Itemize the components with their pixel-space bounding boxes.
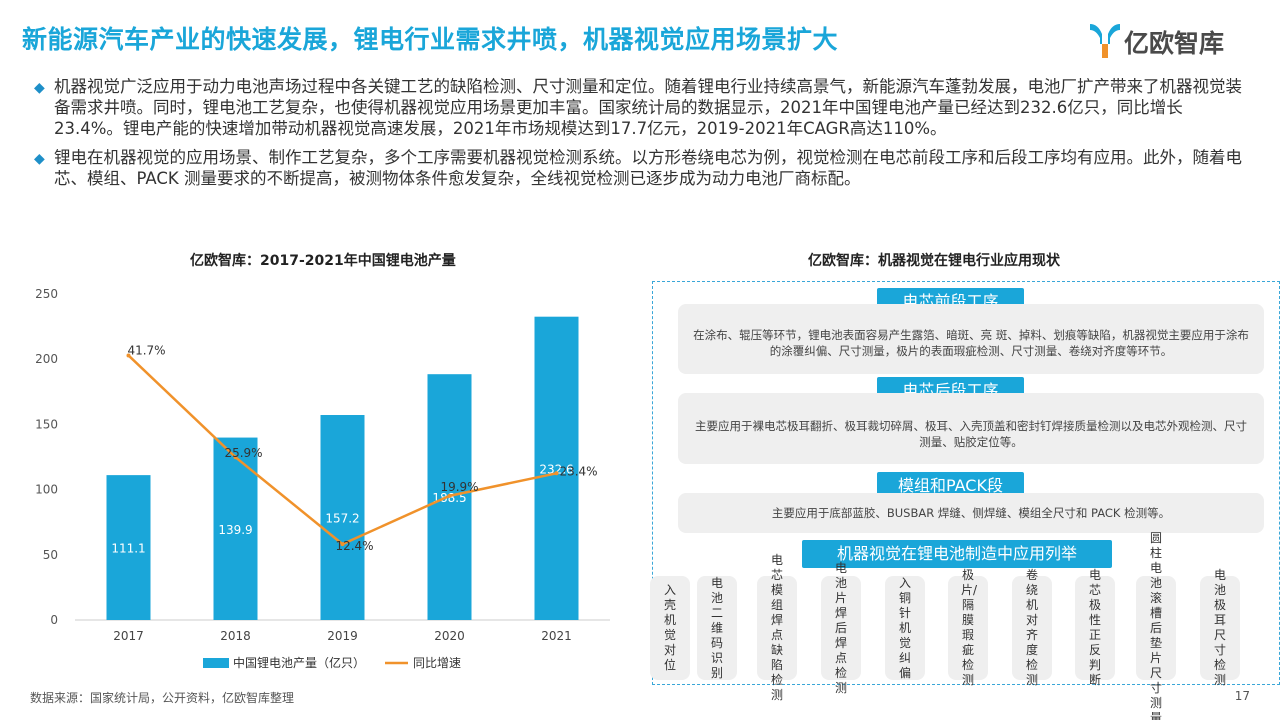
x-tick-label: 2018 [220,629,251,643]
page-number: 17 [1234,689,1250,703]
x-tick-label: 2019 [327,629,358,643]
app-card: 电芯模组焊点缺陷检测 [757,553,797,702]
y-tick-label: 150 [35,417,58,431]
x-tick-label: 2020 [434,629,465,643]
growth-label: 19.9% [440,480,478,494]
growth-label: 23.4% [559,464,597,478]
right-chart-title: 亿欧智库：机器视觉在锂电行业应用现状 [808,253,1060,269]
app-card: 电池二维码识别 [697,576,737,680]
stage-text-back: 主要应用于裸电芯极耳翻折、极耳裁切碎屑、极耳、入壳顶盖和密封钉焊接质量检测以及电… [695,418,1247,449]
logo-text: 亿欧智库 [1124,29,1225,58]
x-tick-label: 2017 [113,629,144,643]
bar [320,415,365,620]
data-source: 数据来源：国家统计局，公开资料，亿欧智库整理 [30,691,295,705]
app-card: 电池片焊后焊点检测 [821,561,861,695]
app-card: 圆柱电池滚槽后垫片尺寸测量 [1136,531,1176,720]
y-tick-label: 100 [35,483,58,497]
legend-bar-swatch [203,658,229,668]
battery-output-chart: 050100150200250111.1139.9157.2188.5232.6… [35,287,610,670]
bar [534,316,579,620]
diamond-bullet-icon: ◆ [34,80,45,96]
left-chart-title: 亿欧智库：2017-2021年中国锂电池产量 [190,253,456,269]
legend-line-label: 同比增速 [413,656,461,670]
growth-point [340,542,345,547]
growth-point [554,471,559,476]
bullet-text: 机器视觉广泛应用于动力电池声场过程中各关键工艺的缺陷检测、尺寸测量和定位。随着锂… [54,77,1242,138]
bullet-list: ◆ 机器视觉广泛应用于动力电池声场过程中各关键工艺的缺陷检测、尺寸测量和定位。随… [34,76,1249,197]
app-card: 入壳机觉对位 [650,576,690,680]
bar-value-label: 139.9 [218,523,252,537]
apps-title: 机器视觉在锂电池制造中应用列举 [802,540,1112,568]
page-title: 新能源汽车产业的快速发展，锂电行业需求井喷，机器视觉应用场景扩大 [22,25,839,54]
bar [106,475,151,620]
y-tick-label: 200 [35,352,58,366]
bar-value-label: 157.2 [325,512,359,526]
growth-point [126,353,131,358]
y-tick-label: 250 [35,287,58,301]
stage-box-pack: 主要应用于底部蓝胶、BUSBAR 焊缝、侧焊缝、模组全尺寸和 PACK 检测等。 [678,493,1264,533]
stage-text-pack: 主要应用于底部蓝胶、BUSBAR 焊缝、侧焊缝、模组全尺寸和 PACK 检测等。 [771,506,1171,520]
logo-mark-icon [1090,24,1120,58]
diamond-bullet-icon: ◆ [34,151,45,167]
y-tick-label: 0 [50,613,58,627]
x-tick-label: 2021 [541,629,572,643]
app-card: 电池极耳尺寸检测 [1200,568,1240,687]
app-card: 极片/隔膜瑕疵检测 [948,568,988,687]
stage-box-back: 主要应用于裸电芯极耳翻折、极耳裁切碎屑、极耳、入壳顶盖和密封钉焊接质量检测以及电… [678,393,1264,464]
growth-point [233,455,238,460]
stage-box-front: 在涂布、辊压等环节，锂电池表面容易产生露箔、暗斑、亮 斑、掉料、划痕等缺陷，机器… [678,304,1264,374]
app-card: 卷绕机对齐度检测 [1012,568,1052,687]
bar-value-label: 232.6 [539,462,573,476]
y-tick-label: 50 [43,548,58,562]
app-card: 电芯极性正反判断 [1075,568,1115,687]
brand-logo: 亿欧智库 [1088,18,1258,64]
bullet-item: ◆ 锂电在机器视觉的应用场景、制作工艺复杂，多个工序需要机器视觉检测系统。以方形… [34,147,1249,189]
legend-bar-label: 中国锂电池产量（亿只） [233,655,365,670]
stage-text-front: 在涂布、辊压等环节，锂电池表面容易产生露箔、暗斑、亮 斑、掉料、划痕等缺陷，机器… [693,328,1249,358]
growth-label: 25.9% [224,446,262,460]
bullet-item: ◆ 机器视觉广泛应用于动力电池声场过程中各关键工艺的缺陷检测、尺寸测量和定位。随… [34,76,1249,139]
bar-value-label: 111.1 [111,542,145,556]
app-card: 入铜针机觉纠偏 [885,576,925,680]
growth-label: 41.7% [127,343,165,357]
growth-point [447,493,452,498]
bullet-text: 锂电在机器视觉的应用场景、制作工艺复杂，多个工序需要机器视觉检测系统。以方形卷绕… [54,148,1242,188]
growth-label: 12.4% [335,539,373,553]
